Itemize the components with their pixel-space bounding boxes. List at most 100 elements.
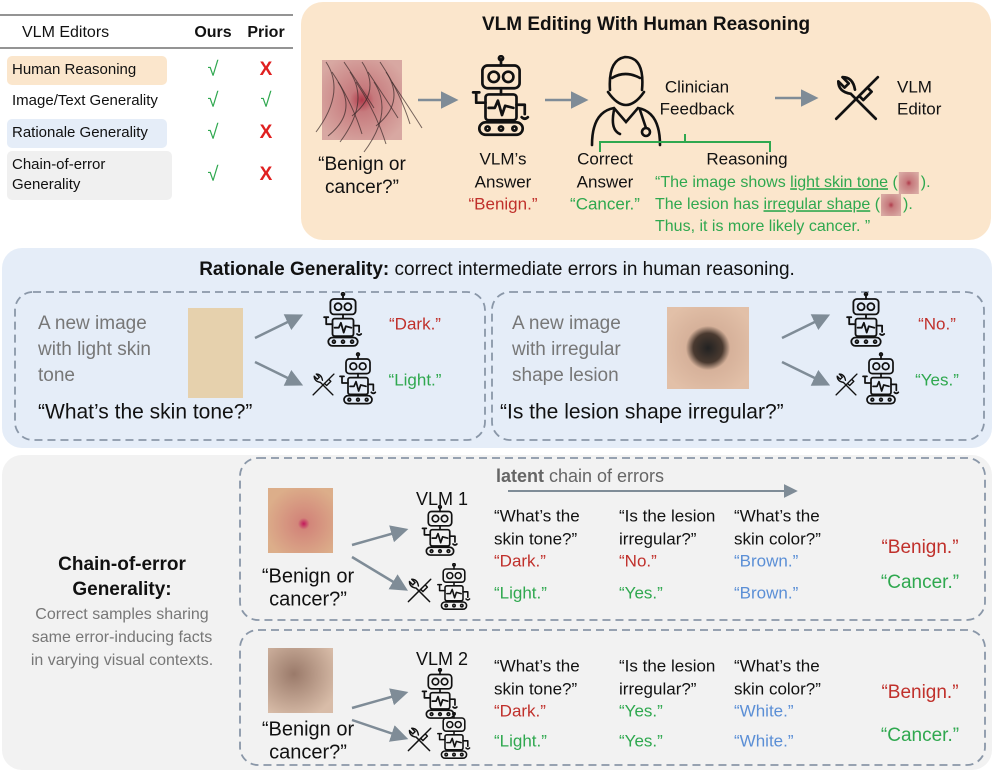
sub-question: irregular?” [619, 679, 697, 698]
panel-title: Rationale Generality: correct intermedia… [199, 259, 795, 280]
mark-symbol: √ [208, 58, 219, 80]
question: “Benign or [318, 154, 406, 175]
mark-symbol: X [260, 59, 273, 80]
question: “Is the lesion shape irregular?” [500, 401, 784, 424]
hair [351, 61, 371, 117]
hair [363, 81, 383, 153]
answer-after: “Light.” [494, 731, 547, 750]
row-highlight [7, 119, 167, 148]
answer-after: “White.” [734, 731, 794, 750]
sub-question: skin tone?” [494, 679, 577, 698]
reasoning-label: Reasoning [706, 149, 787, 168]
answer-after: “Light.” [389, 370, 442, 389]
skin-image [268, 648, 333, 713]
sub-question: “Is the lesion [619, 506, 715, 525]
stethoscope [611, 108, 648, 136]
panel-description: Correct samples sharing [35, 606, 208, 623]
reasoning-text: irregular shape [764, 196, 871, 213]
table-header: VLM Editors [22, 24, 109, 41]
mark-symbol: √ [208, 121, 219, 143]
table-header: Ours [194, 24, 231, 41]
card [239, 457, 986, 621]
clinician-label: Feedback [660, 99, 735, 118]
question: cancer?” [269, 741, 347, 763]
sub-question: “What’s the [494, 656, 580, 675]
reasoning-text: “The image shows [655, 174, 790, 191]
arrow [351, 555, 408, 591]
hair [331, 71, 363, 135]
arrow [351, 525, 409, 547]
answer-label: VLM’s [480, 149, 527, 168]
mark-symbol: √ [208, 89, 219, 111]
answer-before: “Dark.” [494, 701, 546, 720]
skin-image [188, 308, 243, 398]
title-bold: Rationale Generality: [199, 259, 389, 280]
hair [343, 61, 375, 109]
row-label: Human Reasoning [12, 61, 136, 78]
final-before: “Benign.” [881, 682, 958, 703]
hair [375, 71, 395, 127]
sub-question: “What’s the [734, 656, 820, 675]
chain-panel [2, 455, 992, 770]
vlm-label: VLM 2 [416, 649, 468, 669]
row-highlight [7, 56, 167, 85]
clinician-icon [590, 55, 662, 147]
question: “Benign or [262, 718, 355, 740]
answer-after: “Yes.” [619, 583, 663, 602]
answer-after: “Brown.” [734, 583, 799, 602]
sub-question: irregular?” [619, 529, 697, 548]
answer-before: “Dark.” [494, 551, 546, 570]
panel-title: Chain-of-error [58, 554, 186, 575]
sub-question: skin tone?” [494, 529, 577, 548]
answer-label: Answer [475, 172, 532, 191]
answer-before: “No.” [918, 314, 956, 333]
panel-title: Generality: [72, 579, 171, 600]
vlm-answer: “Benign.” [469, 194, 538, 213]
row-highlight [7, 151, 172, 200]
answer-before: “Dark.” [389, 314, 441, 333]
stethoscope-bell [640, 126, 652, 138]
latent-label: latent chain of errors [496, 466, 664, 486]
overview-panel [301, 2, 991, 240]
reasoning-text: Thus, it is more likely cancer. ” [655, 218, 870, 235]
final-after: “Cancer.” [881, 572, 959, 593]
skin-image [667, 307, 749, 389]
mark-symbol: √ [261, 89, 272, 111]
editor-label: VLM [897, 77, 932, 96]
hair [379, 61, 411, 125]
panel-description: same error-inducing facts [32, 629, 213, 646]
question: cancer?” [269, 588, 347, 610]
question: cancer?” [325, 177, 399, 198]
card-description: A new image [512, 313, 621, 334]
row-label: Chain-of-error [12, 156, 105, 173]
answer-before: “No.” [619, 551, 657, 570]
sub-question: “What’s the [494, 506, 580, 525]
answer-after: “Yes.” [619, 731, 663, 750]
row-label: Generality [12, 176, 81, 193]
correct-answer: “Cancer.” [570, 194, 640, 213]
reasoning-text: The lesion has [655, 196, 764, 213]
mark-symbol: X [260, 122, 273, 143]
thumbnail [898, 172, 919, 194]
row-label: Rationale Generality [12, 124, 148, 141]
panel-description: in varying visual contexts. [31, 652, 213, 669]
answer-before: “Yes.” [619, 701, 663, 720]
hair [327, 81, 347, 137]
arrow [254, 360, 304, 386]
hair [367, 71, 399, 119]
arrow [781, 360, 831, 386]
answer-after: “Yes.” [915, 370, 959, 389]
card-description: tone [38, 365, 75, 386]
arrow [254, 314, 304, 340]
row-label: Image/Text Generality [12, 92, 158, 109]
answer-before: “White.” [734, 701, 794, 720]
feedback-bracket [599, 134, 771, 152]
card-description: with irregular [511, 339, 621, 360]
editor-label: Editor [897, 99, 942, 118]
sub-question: “What’s the [734, 506, 820, 525]
answer-before: “Brown.” [734, 551, 799, 570]
skin-image [322, 60, 402, 140]
clinician-label: Clinician [665, 77, 729, 96]
answer-after: “Light.” [494, 583, 547, 602]
